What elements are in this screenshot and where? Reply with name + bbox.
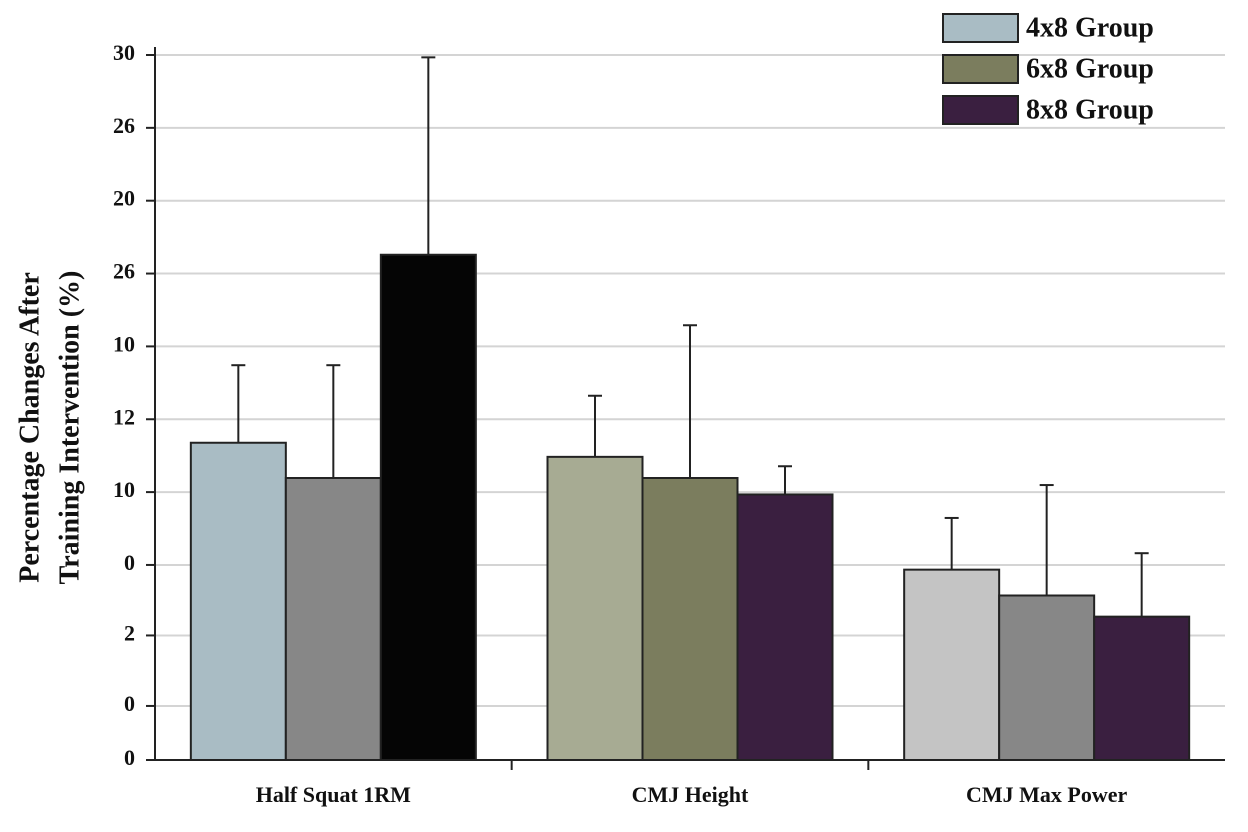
bar: [998, 594, 1096, 761]
y-tick-label: 26: [113, 113, 135, 138]
x-tick-label: CMJ Height: [632, 782, 749, 807]
y-tick-label: 30: [113, 40, 135, 65]
bar: [379, 253, 477, 761]
bar: [284, 477, 382, 761]
legend-swatch: [942, 54, 1019, 84]
bar: [189, 441, 287, 761]
y-tick-label: 10: [113, 331, 135, 356]
legend-label: 6x8 Group: [1026, 53, 1154, 84]
x-tick-label: Half Squat 1RM: [256, 782, 411, 807]
legend-swatch: [942, 13, 1019, 43]
y-tick-label: 26: [113, 259, 135, 284]
bar: [546, 455, 644, 761]
y-tick-label: 0: [124, 550, 135, 575]
legend-swatch: [942, 95, 1019, 125]
x-tick-label: CMJ Max Power: [966, 782, 1128, 807]
y-tick-label: 12: [113, 404, 135, 429]
legend-label: 4x8 Group: [1026, 12, 1154, 43]
bar: [903, 568, 1001, 762]
bar: [736, 493, 834, 761]
y-axis-label: Percentage Changes After: [14, 272, 45, 583]
y-tick-label: 10: [113, 477, 135, 502]
y-tick-label: 0: [124, 745, 135, 770]
bar: [1093, 615, 1191, 762]
y-tick-label: 0: [124, 691, 135, 716]
legend-label: 8x8 Group: [1026, 94, 1154, 125]
y-tick-label: 20: [113, 186, 135, 211]
y-axis-label: Training Intervention (%): [54, 271, 85, 585]
bar: [641, 477, 739, 761]
y-tick-label: 2: [124, 620, 135, 645]
